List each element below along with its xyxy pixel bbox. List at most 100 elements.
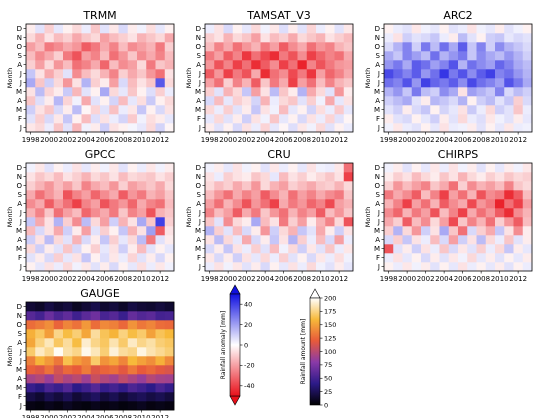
heatmap-cell xyxy=(232,87,243,97)
heatmap-cell xyxy=(72,262,82,272)
heatmap-cell xyxy=(35,302,45,312)
y-tick-label: A xyxy=(196,200,201,208)
heatmap-cell xyxy=(242,24,252,34)
heatmap-cell xyxy=(72,320,82,330)
heatmap-cell xyxy=(504,235,514,245)
heatmap-cell xyxy=(334,262,345,272)
heatmap-cell xyxy=(242,33,252,43)
heatmap-cell xyxy=(90,311,101,321)
y-tick-label: N xyxy=(17,312,22,320)
heatmap-cell xyxy=(35,181,45,191)
heatmap-cell xyxy=(81,329,92,339)
heatmap-cell xyxy=(63,329,73,339)
heatmap-cell xyxy=(269,24,280,34)
heatmap-cell xyxy=(411,105,422,115)
heatmap-cell xyxy=(306,190,317,200)
heatmap-cell xyxy=(100,123,110,133)
heatmap-cell xyxy=(279,114,289,124)
heatmap-cell xyxy=(421,208,431,218)
heatmap-cell xyxy=(232,51,243,61)
heatmap-cell xyxy=(232,69,243,79)
heatmap-cell xyxy=(411,181,422,191)
heatmap-cell xyxy=(164,114,175,124)
heatmap-cell xyxy=(109,78,119,88)
colorbar-tick-label: 200 xyxy=(324,294,336,302)
heatmap-cell xyxy=(127,320,138,330)
heatmap-cell xyxy=(214,33,224,43)
heatmap-cell xyxy=(343,226,354,236)
heatmap-cell xyxy=(513,24,524,34)
heatmap-cell xyxy=(63,244,73,254)
heatmap-cell xyxy=(127,60,138,70)
heatmap-cell xyxy=(297,190,308,200)
y-tick-label: N xyxy=(17,173,22,181)
heatmap-cell xyxy=(476,253,487,263)
heatmap-cell xyxy=(100,347,110,357)
heatmap-cell xyxy=(421,33,431,43)
y-tick-label: M xyxy=(195,227,201,235)
heatmap-cell xyxy=(137,374,147,384)
heatmap-cell xyxy=(72,199,82,209)
heatmap-cell xyxy=(127,365,138,375)
heatmap-cell xyxy=(35,338,45,348)
heatmap-cell xyxy=(155,365,166,375)
heatmap-cell xyxy=(343,253,354,263)
heatmap-cell xyxy=(288,253,298,263)
heatmap-cell xyxy=(393,60,403,70)
y-tick-label: A xyxy=(17,200,22,208)
heatmap-cell xyxy=(118,190,129,200)
heatmap-cell xyxy=(421,217,431,227)
heatmap-cell xyxy=(495,78,505,88)
heatmap-cell xyxy=(35,87,45,97)
heatmap-cell xyxy=(100,181,110,191)
heatmap-cell xyxy=(325,114,335,124)
heatmap-cell xyxy=(316,163,326,173)
heatmap-cell xyxy=(53,190,64,200)
heatmap-cell xyxy=(439,42,450,52)
heatmap-cell xyxy=(522,199,533,209)
heatmap-cell xyxy=(448,190,459,200)
heatmap-cell xyxy=(288,51,298,61)
heatmap-cell xyxy=(393,78,403,88)
heatmap-cell xyxy=(137,226,147,236)
y-axis-label: Month xyxy=(364,207,372,227)
heatmap-cell xyxy=(100,320,110,330)
heatmap-cell xyxy=(155,401,166,411)
heatmap-cell xyxy=(325,253,335,263)
colorbar-extend-max xyxy=(309,288,321,299)
heatmap-cell xyxy=(384,217,394,227)
heatmap-cell xyxy=(146,42,156,52)
heatmap-cell xyxy=(232,42,243,52)
heatmap-cell xyxy=(439,244,450,254)
heatmap-cell xyxy=(63,199,73,209)
y-tick-label: S xyxy=(376,191,381,199)
heatmap-cell xyxy=(118,235,129,245)
heatmap-cell xyxy=(269,217,280,227)
heatmap-cell xyxy=(137,69,147,79)
heatmap-cell xyxy=(44,226,55,236)
heatmap-cell xyxy=(72,217,82,227)
heatmap-cell xyxy=(513,244,524,254)
heatmap-cell xyxy=(44,338,55,348)
heatmap-cell xyxy=(513,51,524,61)
y-tick-label: O xyxy=(195,43,201,51)
heatmap-cell xyxy=(297,253,308,263)
heatmap-cell xyxy=(63,87,73,97)
heatmap-cell xyxy=(306,208,317,218)
heatmap-cell xyxy=(35,226,45,236)
heatmap-cell xyxy=(100,51,110,61)
heatmap-cell xyxy=(137,190,147,200)
heatmap-cell xyxy=(260,190,271,200)
heatmap-cell xyxy=(485,244,496,254)
heatmap-cell xyxy=(100,42,110,52)
heatmap-cell xyxy=(467,262,477,272)
heatmap-cell xyxy=(109,235,119,245)
heatmap-cell xyxy=(232,253,243,263)
heatmap-cell xyxy=(297,60,308,70)
heatmap-cell xyxy=(251,262,261,272)
heatmap-cell xyxy=(26,347,36,357)
heatmap-cell xyxy=(72,374,82,384)
heatmap-cell xyxy=(127,262,138,272)
y-tick-label: F xyxy=(376,115,380,123)
heatmap-cell xyxy=(81,383,92,393)
